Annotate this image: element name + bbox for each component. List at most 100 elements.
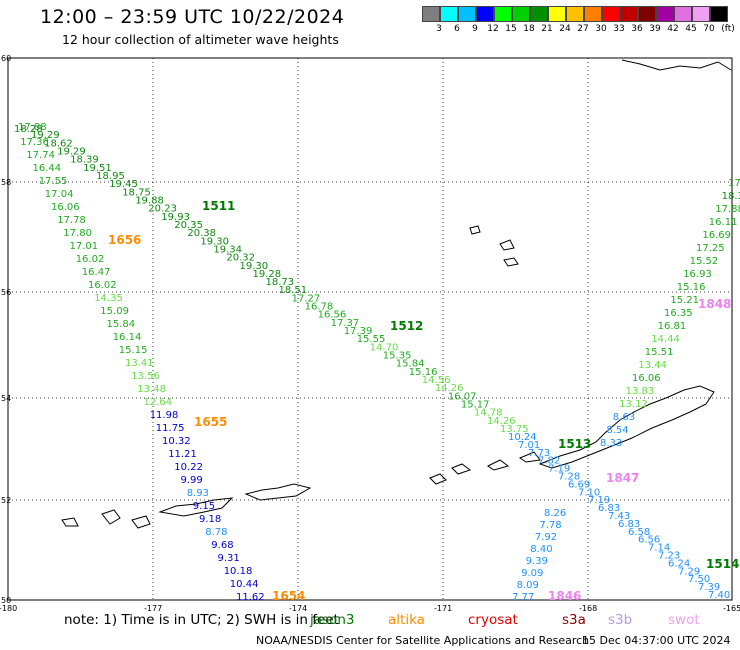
coastline-segment (61, 517, 79, 527)
lat-tick-label: 52 (1, 496, 11, 505)
colorbar-swatch (476, 6, 494, 22)
wave-height-label: 17.80 (63, 228, 92, 239)
wave-height-label: 18.73 (266, 277, 295, 288)
wave-height-label: 17.8 (728, 178, 740, 189)
pass-id-label: 1511 (202, 199, 235, 213)
colorbar-swatch (548, 6, 566, 22)
colorbar-unit: (ft) (721, 24, 735, 34)
wave-height-label: 19.93 (161, 212, 190, 223)
colorbar-swatch (584, 6, 602, 22)
colorbar-label: 27 (577, 24, 589, 34)
wave-height-label: 17.39 (344, 326, 373, 337)
wave-height-label: 18.51 (279, 285, 308, 296)
wave-height-label: 9.99 (181, 475, 203, 486)
wave-height-label: 7.43 (608, 511, 630, 522)
pass-id-label: 1655 (194, 415, 227, 429)
wave-height-label: 6.24 (668, 558, 690, 569)
wave-height-label: 16.93 (683, 269, 712, 280)
wave-height-label: 7.92 (535, 532, 557, 543)
wave-height-label: 8.54 (606, 425, 628, 436)
pass-id-label: 1848 (698, 297, 731, 311)
wave-height-label: 8.09 (517, 580, 539, 591)
colorbar-swatch (692, 6, 710, 22)
wave-height-label: 16.44 (33, 163, 62, 174)
wave-height-label: 7.73 (528, 448, 550, 459)
wave-height-label: 17.27 (292, 293, 321, 304)
wave-height-label: 10.44 (230, 579, 259, 590)
colorbar-label: 70 (703, 24, 715, 34)
axis-tick-labels: -180 -177 -174 -171 -168 -165 60 58 56 54 52 50 (0, 54, 740, 613)
lat-tick-label: 58 (1, 178, 11, 187)
wave-height-label: 6.56 (638, 535, 660, 546)
page-title: 12:00 – 23:59 UTC 10/22/2024 (40, 6, 345, 28)
wave-height-label: 7.78 (539, 520, 561, 531)
wave-height-label: 16.06 (632, 373, 661, 384)
colorbar-swatch (530, 6, 548, 22)
track-labels: 17.8819.2918.6219.2918.3919.5118.9519.45… (14, 122, 740, 603)
wave-height-label: 11.75 (156, 423, 185, 434)
wave-height-label: 9.18 (199, 514, 221, 525)
coastline (61, 59, 732, 529)
wave-height-label: 18.28 (14, 124, 43, 135)
coastline-segment (131, 515, 151, 529)
legend-item-s3a: s3a (562, 612, 586, 628)
wave-height-label: 20.38 (187, 228, 216, 239)
wave-height-label: 14.70 (370, 342, 399, 353)
wave-height-label: 9.68 (211, 540, 233, 551)
wave-height-label: 14.26 (435, 383, 464, 394)
wave-height-label: 19.28 (253, 269, 282, 280)
coastline-segment (244, 483, 312, 501)
wave-height-label: 16.02 (76, 254, 105, 265)
wave-height-label: 7.14 (648, 543, 670, 554)
wave-height-label: 15.55 (357, 334, 386, 345)
coastline-segment (101, 509, 121, 525)
colorbar-swatch (674, 6, 692, 22)
wave-height-label: 16.14 (113, 332, 142, 343)
colorbar-swatch (710, 6, 728, 22)
colorbar-swatch (458, 6, 476, 22)
wave-height-label: 19.29 (31, 130, 60, 141)
wave-height-label: 7.10 (578, 487, 600, 498)
wave-height-label: 7.40 (708, 590, 730, 601)
wave-height-label: 14.26 (487, 416, 516, 427)
wave-height-label: 9.15 (193, 501, 215, 512)
footer-note: note: 1) Time is in UTC; 2) SWH is in fe… (64, 612, 339, 628)
wave-height-label: 6.83 (598, 503, 620, 514)
wave-height-label: 8.78 (205, 527, 227, 538)
wave-height-label: 17.88 (18, 122, 47, 133)
wave-height-label: 19.88 (135, 196, 164, 207)
wave-height-label: 9.09 (521, 568, 543, 579)
pass-id-label: 1847 (606, 471, 639, 485)
wave-height-label: 7.23 (658, 551, 680, 562)
wave-height-label: 8.26 (544, 508, 566, 519)
pass-id-label: 1513 (558, 437, 591, 451)
wave-height-label: 16.02 (88, 280, 117, 291)
wave-height-label: 15.35 (383, 351, 412, 362)
colorbar-label: 45 (685, 24, 697, 34)
wave-height-label: 13.41 (125, 358, 154, 369)
colorbar-swatch (422, 6, 440, 22)
wave-height-label: 19.34 (213, 244, 242, 255)
wave-height-label: 9.31 (218, 553, 240, 564)
wave-height-label: 17.88 (715, 204, 740, 215)
pass-id-label: 1654 (272, 589, 305, 603)
lon-tick-label: -174 (289, 604, 307, 613)
wave-height-label: 15.52 (690, 256, 719, 267)
wave-height-label: 15.51 (645, 347, 674, 358)
wave-height-label: 18.39 (70, 155, 99, 166)
colorbar-swatch (440, 6, 458, 22)
wave-height-label: 16.35 (664, 308, 693, 319)
wave-height-label: 20.35 (174, 220, 203, 231)
wave-height-label: 14.35 (94, 293, 123, 304)
coastline-segment (487, 459, 510, 471)
legend-item-altika: altika (388, 612, 425, 628)
generation-timestamp: 15 Dec 04:37:00 UTC 2024 (582, 634, 731, 647)
legend-item-cryosat: cryosat (468, 612, 518, 628)
coastline-segment (469, 225, 481, 235)
wave-height-label: 14.56 (422, 375, 451, 386)
lat-tick-label: 50 (1, 596, 11, 605)
lon-tick-label: -168 (579, 604, 597, 613)
colorbar-label: 30 (595, 24, 607, 34)
colorbar-label: 9 (472, 24, 478, 34)
